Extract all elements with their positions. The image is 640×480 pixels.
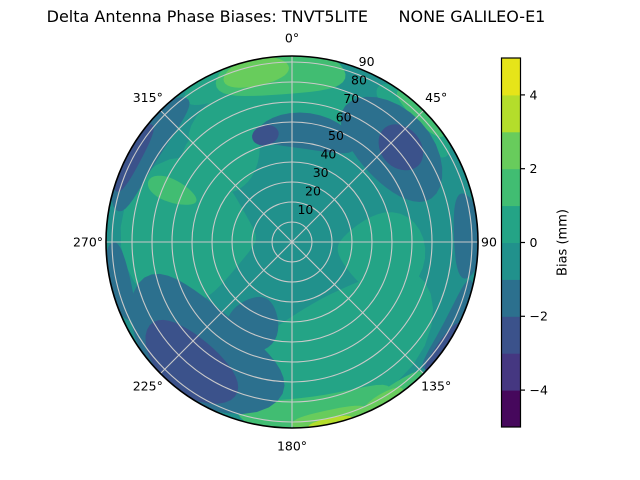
theta-tick-label: 90 — [481, 234, 497, 249]
colorbar-tick-label: −4 — [530, 382, 548, 397]
contour-region-m2m1 — [110, 97, 190, 212]
colorbar-band — [501, 390, 521, 428]
theta-gridline — [160, 241, 293, 374]
colorbar-axis-label: Bias (mm) — [556, 209, 571, 276]
colorbar-band — [501, 131, 521, 170]
contour-region-p2p3 — [223, 56, 289, 88]
theta-tick-label: 0° — [285, 30, 299, 45]
polar-grid — [106, 56, 478, 428]
contour-region-m2m1 — [106, 242, 136, 321]
theta-tick-label: 270° — [73, 234, 103, 249]
contour-region-m2m1 — [453, 193, 478, 279]
contour-region-m3m2 — [252, 125, 279, 146]
r-tick-label: 30 — [313, 165, 329, 180]
r-tick-label: 40 — [320, 147, 336, 162]
theta-gridline — [291, 241, 424, 374]
r-tick-label: 70 — [343, 91, 359, 106]
colorbar: −4 −2 0 2 4 Bias (mm) — [500, 57, 571, 428]
colorbar-tick-label: 4 — [530, 87, 538, 102]
chart-boundary — [105, 55, 479, 429]
contour-region-z0p1 — [337, 212, 426, 296]
r-tick-label: 50 — [328, 128, 344, 143]
r-tick-label: 20 — [305, 184, 321, 199]
colorbar-band — [501, 279, 521, 317]
contour-region-m3m2 — [113, 124, 154, 192]
colorbar-band — [501, 58, 521, 96]
r-tick-label: 90 — [359, 54, 375, 69]
theta-tick-label: 225° — [133, 379, 163, 394]
colorbar-band — [501, 205, 521, 243]
theta-tick-label: 180° — [277, 438, 307, 453]
theta-gridline — [160, 110, 293, 243]
colorbar-tick-label: 0 — [530, 235, 538, 250]
theta-tick-label: 45° — [425, 90, 447, 105]
theta-gridline — [291, 110, 424, 243]
colorbar-band — [501, 94, 521, 133]
contour-region-z0p1 — [249, 270, 434, 412]
colorbar-band — [501, 168, 521, 207]
theta-tick-label: 315° — [133, 90, 163, 105]
r-tick-label: 10 — [297, 202, 313, 217]
colorbar-band — [501, 242, 521, 280]
contour-region-p1p2 — [147, 175, 197, 205]
contour-region-p2p3 — [363, 387, 404, 414]
r-tick-label: 60 — [336, 110, 352, 125]
colorbar-band — [501, 353, 521, 391]
colorbar-tick-label: −2 — [530, 309, 548, 324]
r-tick-label: 80 — [351, 73, 367, 88]
chart-title: Delta Antenna Phase Biases: TNVT5LITE NO… — [46, 7, 546, 26]
colorbar-tick-label: 2 — [530, 161, 538, 176]
colorbar-band — [501, 316, 521, 354]
theta-tick-label: 135° — [421, 379, 451, 394]
contour-region-m2m1 — [422, 279, 474, 370]
